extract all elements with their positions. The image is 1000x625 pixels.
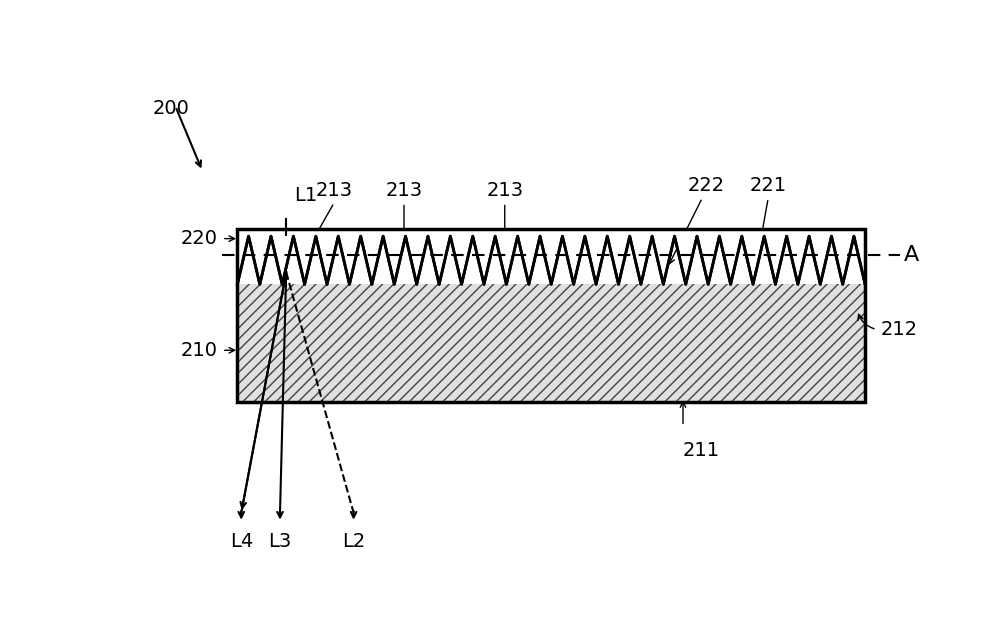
Text: A: A [904,246,919,266]
Text: 213: 213 [486,181,523,200]
Bar [237,229,865,402]
Text: 210: 210 [181,341,218,360]
Text: L4: L4 [230,532,253,551]
Text: L1: L1 [294,186,317,205]
Text: L3: L3 [268,532,292,551]
Text: L2: L2 [342,532,365,551]
Text: 211: 211 [683,441,720,460]
Text: 220: 220 [181,229,218,248]
Text: 213: 213 [316,181,353,200]
Text: 200: 200 [152,99,189,118]
Text: 221: 221 [750,176,787,195]
Bar [237,229,865,402]
Text: 213: 213 [385,181,423,200]
Bar [237,229,865,284]
Polygon shape [237,229,865,284]
Text: 212: 212 [881,320,918,339]
Text: 222: 222 [688,176,725,195]
